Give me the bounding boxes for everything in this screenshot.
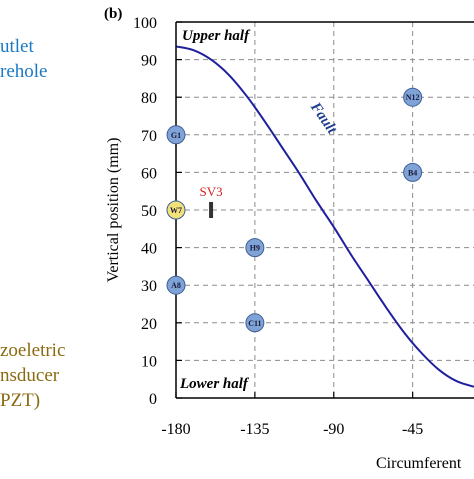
data-point	[166, 200, 186, 220]
legend-outlet-line1: utlet	[0, 36, 34, 57]
legend-pzt-line1: zoeletric	[0, 340, 65, 361]
grid	[176, 22, 474, 398]
legend-pzt-line3: PZT)	[0, 390, 40, 411]
point-label: H9	[250, 244, 260, 253]
y-tick-label: 90	[141, 53, 157, 70]
region-lower-label: Lower half	[179, 376, 250, 392]
fault-label: Fault	[306, 99, 340, 138]
sensor-marker	[209, 202, 214, 218]
point-label: A8	[171, 281, 181, 290]
marks: SV3 G1 W7 A8 H9 C11 N12 B4	[166, 87, 423, 333]
legend-pzt-line2: nsducer	[0, 365, 60, 386]
y-tick-label: 50	[141, 203, 157, 220]
point-label: B4	[408, 168, 417, 177]
data-point	[403, 87, 423, 107]
y-tick-label: 40	[141, 241, 157, 258]
point-label: C11	[248, 319, 261, 328]
legend-outlet-line2: rehole	[0, 61, 47, 82]
data-point	[403, 162, 423, 182]
left-legend: utlet rehole zoeletric nsducer PZT)	[0, 36, 65, 411]
fault-curve	[175, 45, 474, 388]
y-tick-label: 60	[141, 165, 157, 182]
x-tick-label: -135	[240, 421, 269, 438]
y-tick-label: 30	[141, 278, 157, 295]
region-labels: Upper half Lower half	[179, 28, 251, 392]
x-axis-label: Circumferent	[376, 455, 462, 472]
data-point	[245, 313, 265, 333]
sensor-label: SV3	[199, 184, 222, 199]
data-point	[166, 125, 186, 145]
axes: 0 10 20 30 40 50 60 70 80 90 100 -180 -135 -90 -45	[133, 15, 474, 438]
y-tick-label: 20	[141, 316, 157, 333]
x-tick-label: -90	[323, 421, 344, 438]
y-tick-label: 100	[133, 15, 157, 32]
point-label: N12	[406, 93, 420, 102]
data-point	[166, 275, 186, 295]
x-tick-label: -180	[161, 421, 190, 438]
point-label: W7	[170, 206, 182, 215]
data-point	[245, 238, 265, 258]
y-tick-label: 80	[141, 90, 157, 107]
panel-label: (b)	[104, 6, 122, 22]
point-label: G1	[171, 131, 181, 140]
region-upper-label: Upper half	[182, 28, 251, 44]
y-tick-label: 70	[141, 128, 157, 145]
y-tick-label: 0	[149, 391, 157, 408]
x-tick-label: -45	[402, 421, 423, 438]
y-axis-label: Vertical position (mm)	[105, 138, 122, 283]
y-tick-label: 10	[141, 353, 157, 370]
